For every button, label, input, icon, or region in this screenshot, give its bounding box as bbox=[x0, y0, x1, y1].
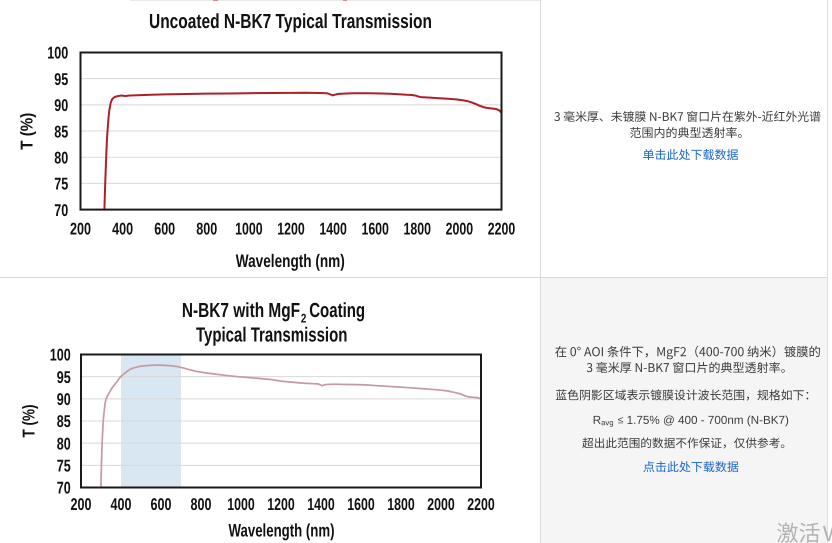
svg-text:Uncoated N-BK7 Typical Transmi: Uncoated N-BK7 Typical Transmission bbox=[149, 11, 432, 33]
svg-text:90: 90 bbox=[57, 390, 71, 409]
svg-text:80: 80 bbox=[57, 434, 71, 453]
svg-text:95: 95 bbox=[57, 368, 71, 387]
svg-text:1200: 1200 bbox=[277, 220, 305, 239]
svg-text:1800: 1800 bbox=[404, 220, 432, 239]
svg-text:Coating: Coating bbox=[309, 300, 365, 322]
svg-text:600: 600 bbox=[151, 495, 172, 514]
svg-text:1200: 1200 bbox=[267, 495, 295, 514]
svg-text:2000: 2000 bbox=[427, 495, 455, 514]
svg-text:Wavelength (nm): Wavelength (nm) bbox=[229, 520, 335, 540]
svg-text:T (%): T (%) bbox=[17, 113, 37, 150]
svg-text:200: 200 bbox=[70, 220, 91, 239]
svg-text:1600: 1600 bbox=[361, 220, 389, 239]
svg-text:90: 90 bbox=[54, 96, 68, 115]
svg-text:T (%): T (%) bbox=[19, 405, 39, 438]
svg-text:2: 2 bbox=[301, 311, 307, 325]
svg-text:80: 80 bbox=[54, 148, 68, 167]
svg-text:1400: 1400 bbox=[319, 220, 347, 239]
svg-text:800: 800 bbox=[196, 220, 217, 239]
svg-text:400: 400 bbox=[111, 495, 132, 514]
svg-text:2200: 2200 bbox=[467, 495, 495, 514]
svg-text:200: 200 bbox=[71, 495, 92, 514]
svg-text:75: 75 bbox=[57, 457, 71, 476]
svg-text:600: 600 bbox=[154, 220, 175, 239]
svg-text:1400: 1400 bbox=[307, 495, 335, 514]
svg-text:800: 800 bbox=[191, 495, 212, 514]
svg-text:Typical Transmission: Typical Transmission bbox=[196, 324, 348, 346]
svg-text:95: 95 bbox=[54, 70, 68, 89]
svg-text:1000: 1000 bbox=[235, 220, 263, 239]
svg-text:1600: 1600 bbox=[347, 495, 375, 514]
svg-text:Wavelength (nm): Wavelength (nm) bbox=[236, 251, 345, 271]
svg-text:2000: 2000 bbox=[446, 220, 474, 239]
svg-text:400: 400 bbox=[112, 220, 133, 239]
svg-text:100: 100 bbox=[47, 44, 68, 63]
svg-text:70: 70 bbox=[54, 201, 68, 220]
svg-text:1000: 1000 bbox=[227, 495, 255, 514]
svg-text:100: 100 bbox=[50, 346, 71, 365]
svg-text:70: 70 bbox=[57, 479, 71, 498]
svg-text:75: 75 bbox=[54, 175, 68, 194]
svg-text:2200: 2200 bbox=[488, 220, 516, 239]
svg-text:85: 85 bbox=[57, 412, 71, 431]
svg-text:N-BK7 with MgF: N-BK7 with MgF bbox=[182, 300, 300, 322]
svg-text:1800: 1800 bbox=[387, 495, 415, 514]
svg-text:85: 85 bbox=[54, 122, 68, 141]
